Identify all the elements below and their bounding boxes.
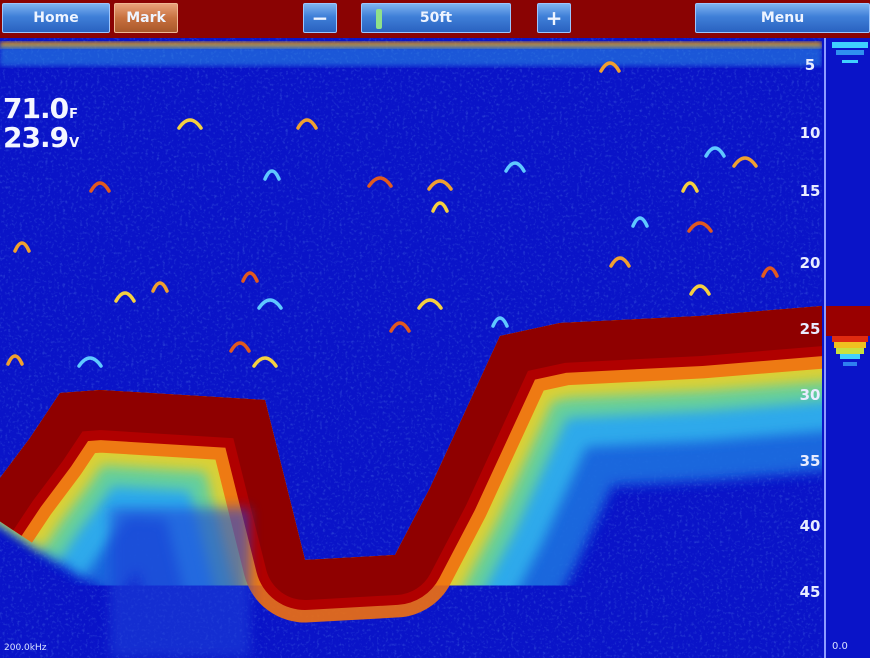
fish-arch xyxy=(491,316,509,328)
fish-arch xyxy=(6,354,24,366)
mark-button[interactable]: Mark xyxy=(114,3,178,33)
water-temperature-readout: 71.0F xyxy=(3,92,78,129)
voltage-value: 23.9 xyxy=(3,121,69,154)
fish-arch xyxy=(761,266,779,278)
voltage-readout: 23.9V xyxy=(3,121,79,158)
fish-arch xyxy=(681,181,699,193)
depth-label: 20 xyxy=(799,254,821,272)
depth-label: 30 xyxy=(799,386,821,404)
flasher-divider xyxy=(824,38,826,658)
fish-arch xyxy=(687,221,713,233)
depth-label: 10 xyxy=(799,124,821,142)
range-button[interactable]: 50ft xyxy=(361,3,511,33)
depth-label: 25 xyxy=(799,320,821,338)
flasher xyxy=(826,38,870,658)
fish-arch xyxy=(504,161,526,173)
surface-clutter xyxy=(0,42,822,48)
fish-arch xyxy=(177,118,203,130)
fish-arch xyxy=(252,356,278,368)
fish-arch xyxy=(151,281,169,293)
fish-arch xyxy=(427,179,453,191)
flasher-value: 0.0 xyxy=(832,641,848,652)
fish-arch xyxy=(367,176,393,188)
frequency-label: 200.0kHz xyxy=(4,643,47,653)
menu-button[interactable]: Menu xyxy=(695,3,870,33)
voltage-unit: V xyxy=(69,136,79,151)
fish-arch xyxy=(13,241,31,253)
sonar-view xyxy=(0,38,870,658)
fish-arch xyxy=(732,156,758,168)
fish-arch xyxy=(417,298,443,310)
fish-arch xyxy=(263,169,281,181)
fish-arch xyxy=(114,291,136,303)
depth-label: 45 xyxy=(799,583,821,601)
temperature-unit: F xyxy=(69,107,78,122)
toolbar: Home Mark − 50ft + Menu xyxy=(0,0,870,38)
fish-arch xyxy=(257,298,283,310)
fish-arch xyxy=(89,181,111,193)
fish-arch xyxy=(431,201,449,213)
fish-arch xyxy=(241,271,259,283)
home-button[interactable]: Home xyxy=(2,3,110,33)
fish-arch xyxy=(389,321,411,333)
zoom-out-button[interactable]: − xyxy=(303,3,337,33)
fish-arch xyxy=(599,61,621,73)
range-label: 50ft xyxy=(419,10,453,26)
depth-label: 40 xyxy=(799,517,821,535)
fish-arch xyxy=(609,256,631,268)
depth-label: 35 xyxy=(799,452,821,470)
fish-arch xyxy=(296,118,318,130)
fish-arch xyxy=(689,284,711,296)
fish-arch xyxy=(77,356,103,368)
depth-label: 5 xyxy=(804,56,816,74)
range-indicator xyxy=(376,9,382,29)
fish-arch xyxy=(704,146,726,158)
depth-label: 15 xyxy=(799,182,821,200)
temperature-value: 71.0 xyxy=(3,92,69,125)
fish-arch xyxy=(631,216,649,228)
zoom-in-button[interactable]: + xyxy=(537,3,571,33)
fish-arches xyxy=(6,61,779,368)
fish-arch xyxy=(229,341,251,353)
